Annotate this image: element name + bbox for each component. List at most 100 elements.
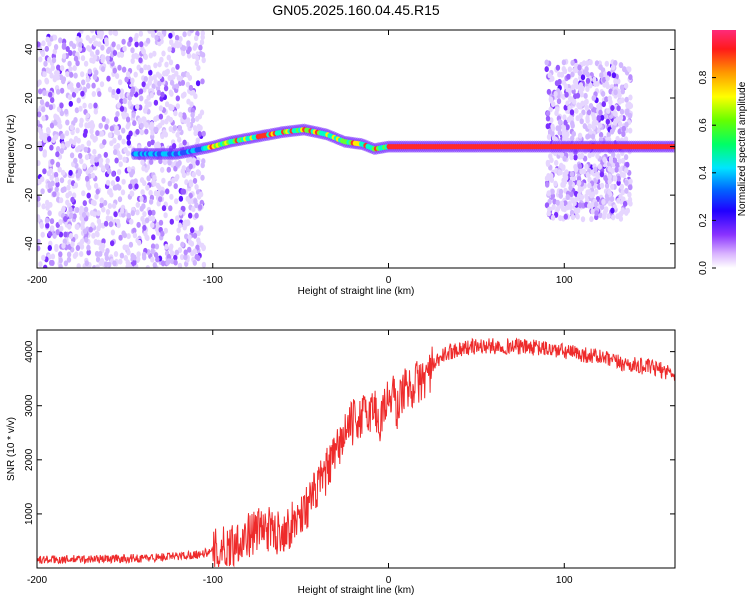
heatmap-cell [620, 97, 625, 104]
heatmap-cell [147, 101, 152, 108]
heatmap-cell [92, 148, 97, 155]
heatmap-cell [627, 66, 632, 73]
heatmap-cell [195, 55, 200, 61]
heatmap-cell [168, 32, 173, 39]
heatmap-cell [101, 165, 106, 172]
heatmap-cell [575, 213, 580, 220]
heatmap-cell [196, 170, 202, 177]
heatmap-cell [136, 251, 141, 258]
heatmap-cell [141, 165, 146, 172]
heatmap-cell [118, 234, 123, 241]
heatmap-cell [99, 197, 105, 204]
heatmap-cell [606, 131, 611, 138]
heatmap-cell [154, 126, 159, 133]
heatmap-cell [119, 92, 124, 99]
heatmap-cell [145, 235, 150, 242]
heatmap-cell [67, 94, 73, 101]
heatmap-cell [103, 151, 109, 158]
heatmap-cell [181, 205, 186, 212]
heatmap-cell [577, 132, 583, 139]
heatmap-cell [190, 117, 196, 124]
heatmap-cell [561, 79, 567, 86]
heatmap-cell [606, 213, 611, 220]
heatmap-cell [182, 31, 187, 38]
heatmap-cell [197, 131, 202, 137]
heatmap-cell [180, 241, 185, 248]
heatmap-cell [604, 60, 609, 67]
heatmap-cell [93, 182, 99, 189]
heatmap-cell [86, 249, 91, 256]
heatmap-cell [183, 249, 188, 256]
heatmap-cell [196, 230, 201, 237]
heatmap-cell [137, 239, 142, 246]
heatmap-cell [193, 93, 198, 100]
heatmap-cell [129, 218, 134, 225]
heatmap-cell [69, 124, 75, 131]
heatmap-cell [107, 189, 112, 195]
heatmap-cell [50, 225, 55, 232]
heatmap-cell [151, 83, 156, 90]
heatmap-cell [160, 260, 166, 267]
heatmap-cell [173, 183, 178, 190]
heatmap-cell [115, 142, 121, 149]
heatmap-cell [585, 115, 590, 122]
heatmap-cell [128, 183, 133, 190]
heatmap-cell [127, 100, 132, 107]
heatmap-cell [92, 74, 98, 81]
heatmap-cell [63, 260, 69, 267]
heatmap-cell [68, 100, 74, 107]
heatmap-cell [545, 161, 551, 167]
heatmap-cell [114, 94, 119, 101]
heatmap-cell [547, 128, 553, 135]
heatmap-cell [622, 200, 628, 207]
heatmap-cell [99, 81, 105, 88]
spectrogram-x-tick-label: 0 [386, 275, 392, 286]
heatmap-cell [122, 98, 127, 104]
heatmap-cell [70, 241, 75, 248]
heatmap-cell [105, 248, 110, 254]
snr-x-tick-label: -100 [203, 575, 223, 586]
heatmap-cell [624, 121, 629, 128]
heatmap-cell [572, 67, 578, 74]
heatmap-cell [550, 75, 555, 82]
heatmap-cell [187, 234, 192, 241]
heatmap-cell [616, 105, 621, 112]
heatmap-cell [91, 82, 96, 89]
heatmap-cell [189, 89, 194, 96]
heatmap-cell [130, 58, 135, 64]
heatmap-cell [122, 244, 127, 251]
heatmap-cell [37, 160, 41, 167]
heatmap-cell [145, 184, 150, 191]
heatmap-cell [93, 102, 98, 109]
heatmap-cell [134, 183, 139, 190]
heatmap-cell [107, 132, 113, 139]
heatmap-cell [86, 244, 91, 251]
heatmap-cell [38, 261, 43, 268]
heatmap-cell [609, 196, 615, 202]
heatmap-cell [182, 139, 187, 146]
heatmap-cell [546, 134, 552, 140]
heatmap-cell [544, 59, 549, 66]
heatmap-cell [612, 110, 617, 116]
heatmap-cell [37, 178, 42, 185]
heatmap-cell [61, 53, 67, 60]
heatmap-cell [126, 134, 131, 141]
colorbar-tick-label: 0.6 [698, 118, 709, 132]
heatmap-cell [132, 259, 137, 266]
heatmap-cell [114, 157, 119, 164]
heatmap-cell [178, 209, 183, 216]
heatmap-cell [198, 44, 203, 51]
heatmap-cell [604, 182, 610, 189]
heatmap-cell [164, 243, 169, 250]
spectrogram-y-tick-label: -40 [24, 236, 35, 251]
heatmap-cell [37, 140, 42, 147]
heatmap-cell [154, 243, 160, 250]
heatmap-cell [591, 95, 597, 101]
heatmap-cell [588, 59, 593, 66]
heatmap-cell [48, 91, 53, 98]
heatmap-cell [163, 85, 169, 92]
heatmap-cell [47, 230, 53, 237]
heatmap-cell [38, 56, 43, 63]
heatmap-cell [170, 104, 175, 111]
heatmap-cell [194, 184, 199, 190]
